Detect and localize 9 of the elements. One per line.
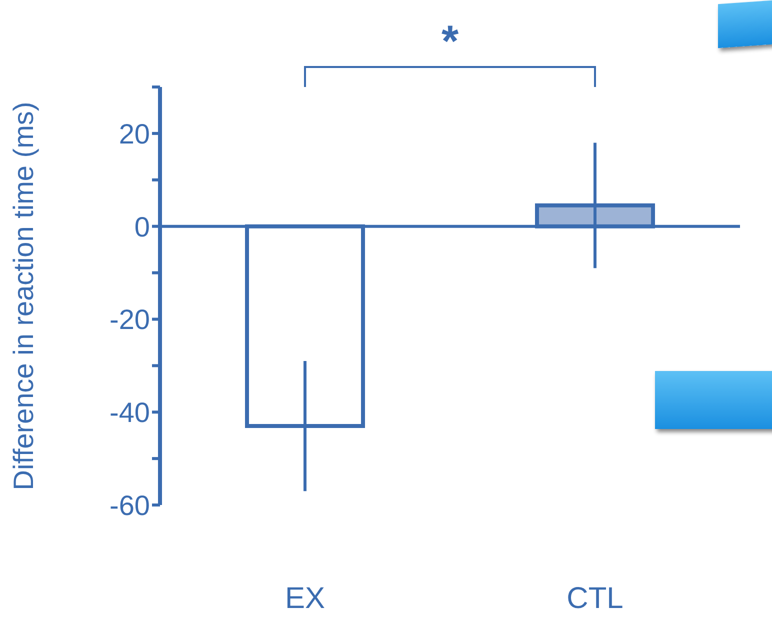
y-tick-label: -20 [110,304,150,336]
y-tick-label: 0 [134,211,150,242]
text: * [441,17,460,66]
x-tick-label: EX [284,582,326,615]
y-tick-label: 20 [118,118,150,150]
y-tick-label: -40 [110,397,150,428]
x-tick-label: CTL [566,582,624,615]
y-tick-label: -60 [110,490,150,521]
y-axis-title: Difference in reaction time (ms) [8,102,39,490]
